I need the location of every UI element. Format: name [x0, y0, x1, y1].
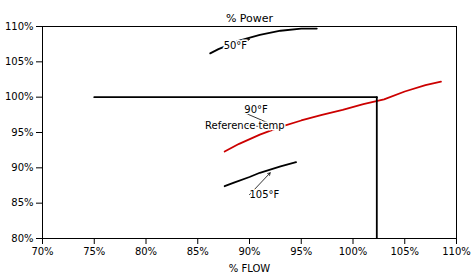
- svg-text:95%: 95%: [290, 246, 312, 257]
- svg-text:110%: 110%: [442, 246, 471, 257]
- svg-text:100%: 100%: [5, 91, 34, 102]
- svg-text:70%: 70%: [31, 246, 53, 257]
- svg-text:80%: 80%: [135, 246, 157, 257]
- svg-text:85%: 85%: [11, 197, 33, 208]
- svg-text:100%: 100%: [339, 246, 368, 257]
- svg-text:95%: 95%: [11, 127, 33, 138]
- svg-text:105%: 105%: [390, 246, 419, 257]
- svg-text:90°F: 90°F: [244, 104, 268, 115]
- svg-text:85%: 85%: [187, 246, 209, 257]
- svg-text:80%: 80%: [11, 233, 33, 244]
- svg-text:75%: 75%: [83, 246, 105, 257]
- svg-text:105%: 105%: [5, 56, 34, 67]
- svg-text:% FLOW: % FLOW: [229, 263, 271, 274]
- svg-text:90%: 90%: [238, 246, 260, 257]
- svg-text:90%: 90%: [11, 162, 33, 173]
- svg-text:% Power: % Power: [226, 12, 274, 25]
- svg-text:105°F: 105°F: [250, 189, 280, 200]
- svg-text:110%: 110%: [5, 21, 34, 32]
- svg-text:50°F: 50°F: [224, 40, 248, 51]
- svg-text:Reference temp: Reference temp: [205, 120, 285, 131]
